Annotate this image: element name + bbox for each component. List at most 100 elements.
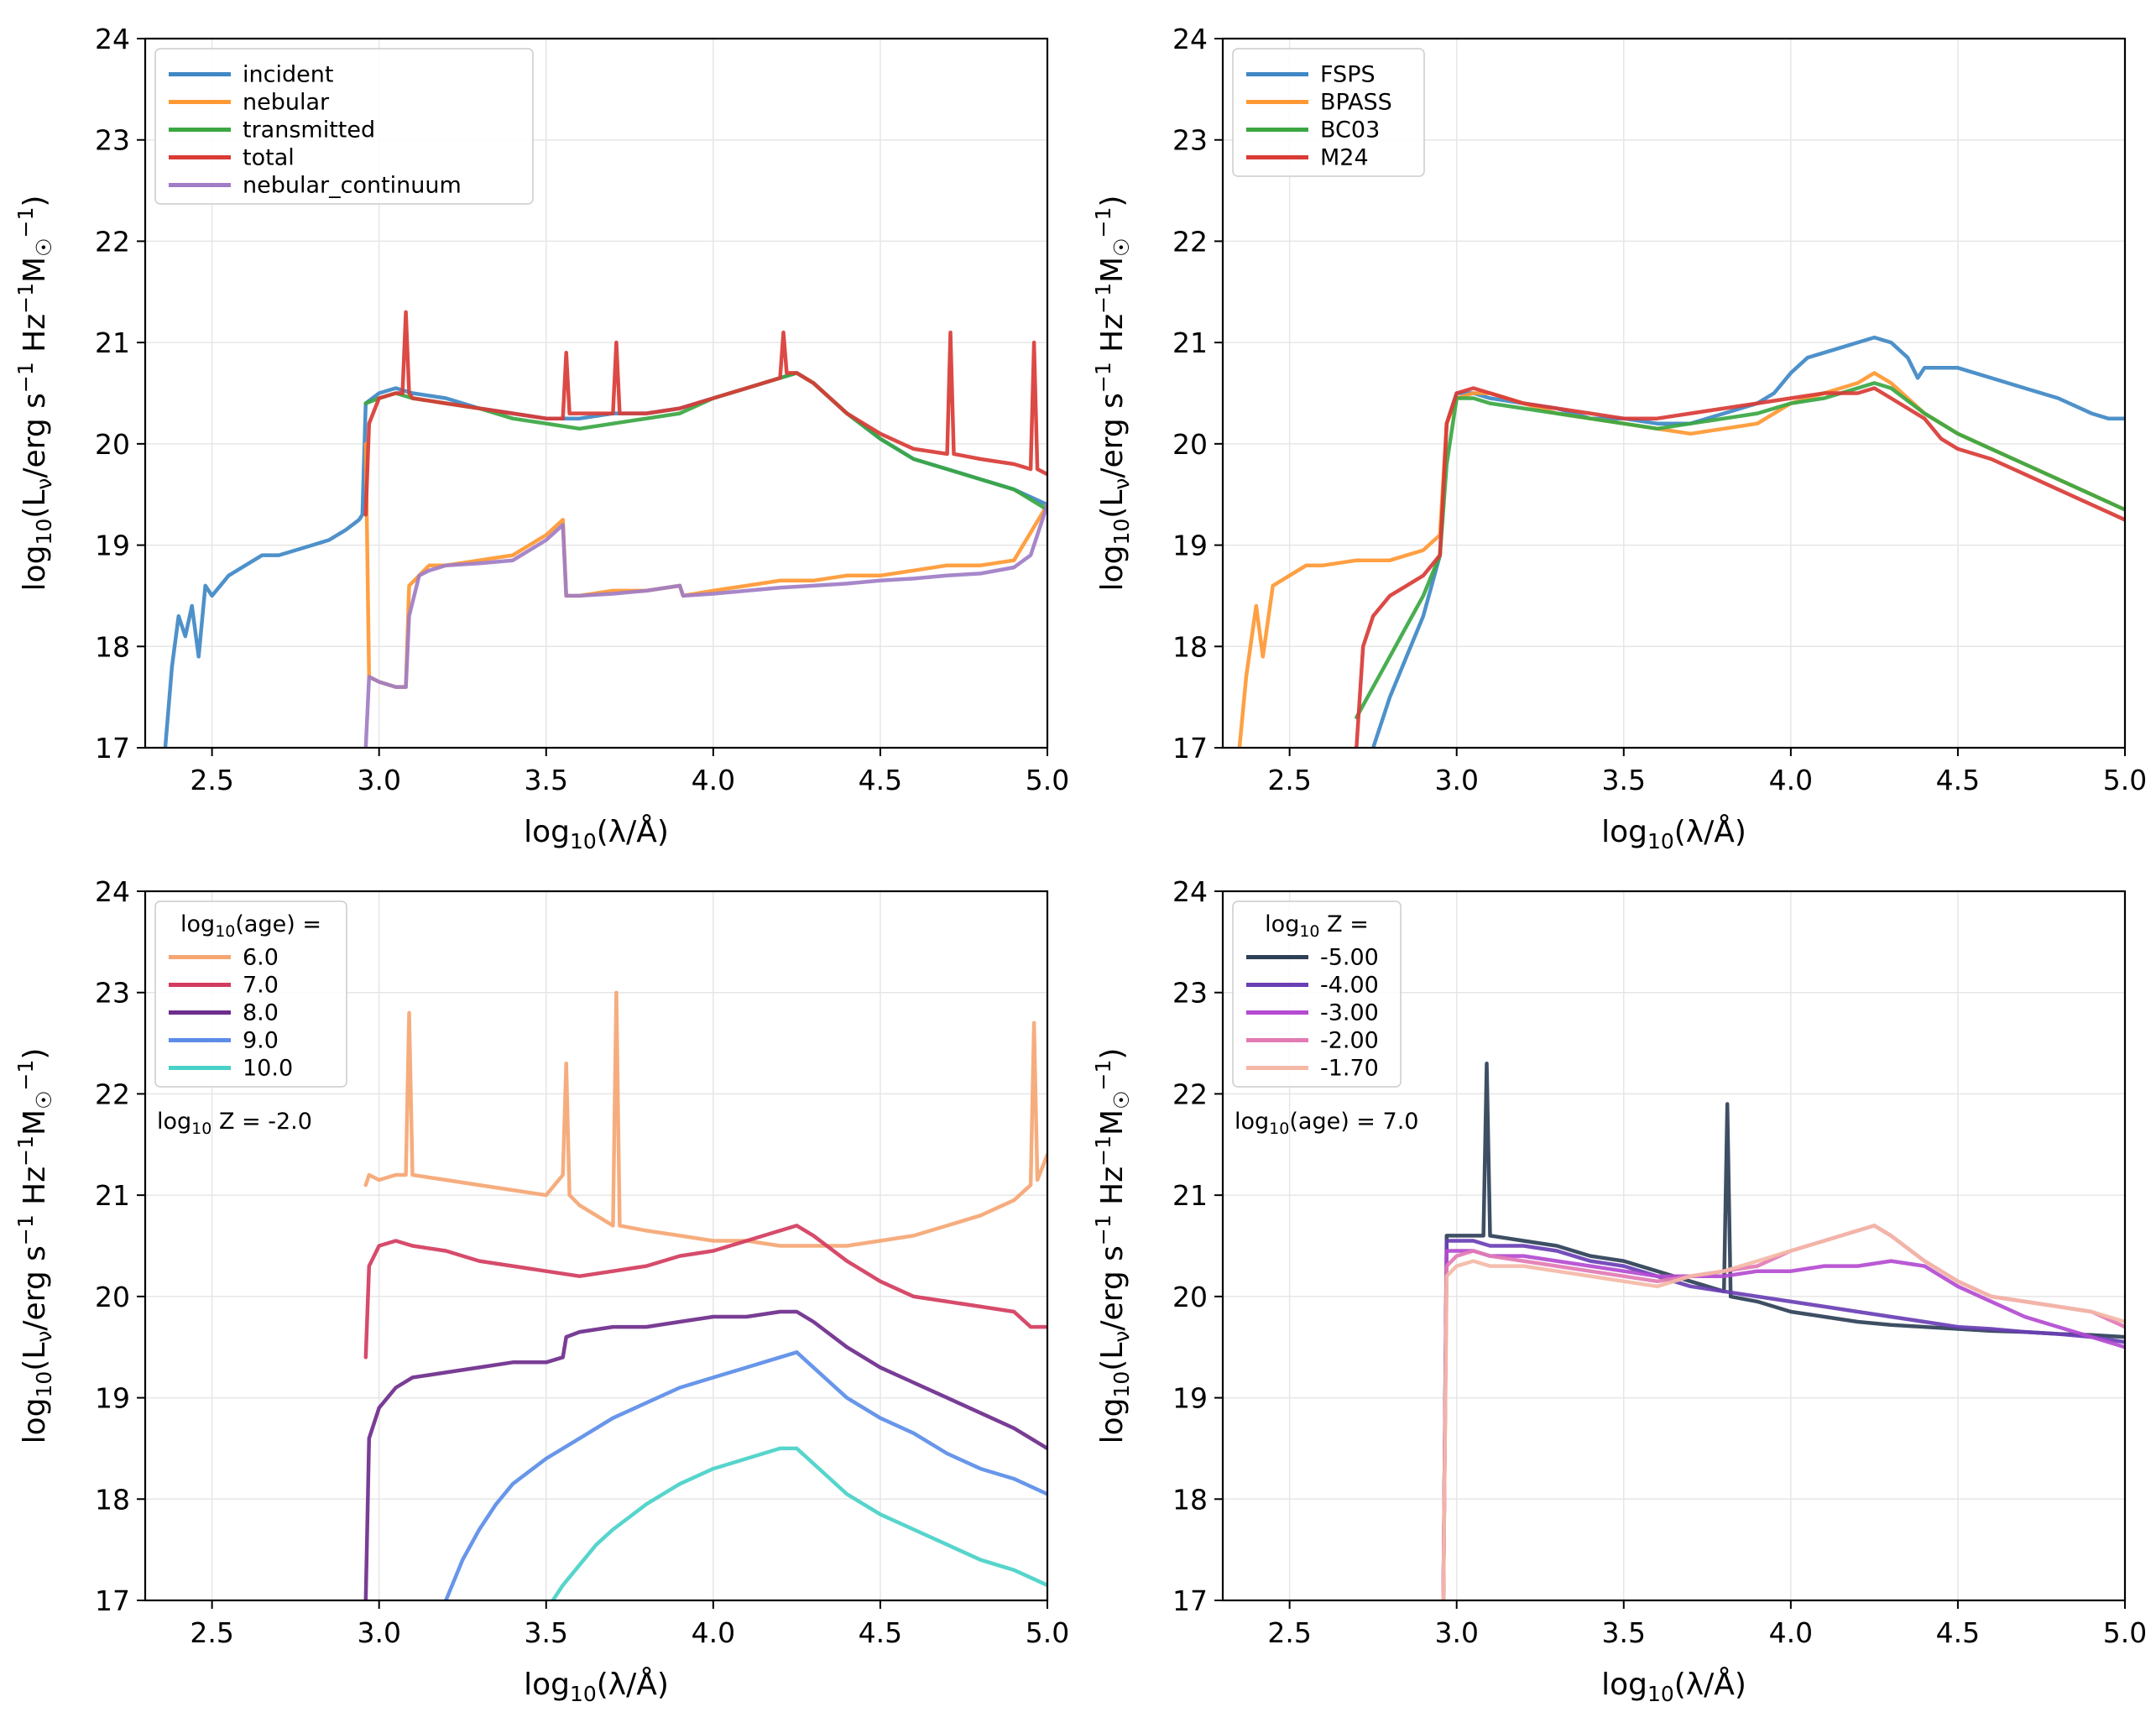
x-tick-label: 4.0 [1769, 764, 1813, 796]
y-tick-label: 22 [95, 1078, 130, 1110]
series-line-8.0 [363, 1309, 1047, 1600]
legend-label: BPASS [1320, 90, 1392, 116]
legend-label: nebular [243, 90, 330, 116]
series-line-nebular_continuum [363, 503, 1047, 748]
series-line--5.00 [1441, 1061, 2125, 1600]
y-tick-label: 22 [1172, 225, 1208, 258]
panel-top-left: 2.5 3.0 3.5 4.0 4.5 5.0 17 18 19 20 21 22 23 24 log10(… [13, 23, 1069, 853]
series-line--1.70 [1441, 1224, 2125, 1600]
y-tick-label: 20 [95, 428, 130, 461]
x-tick-label: 5.0 [2103, 764, 2147, 796]
y-tick-label: 17 [95, 1584, 130, 1617]
legend-label: 8.0 [243, 1000, 279, 1026]
legend-label: transmitted [243, 117, 375, 144]
series-line-10.0 [551, 1446, 1047, 1600]
x-tick-label: 4.5 [1936, 764, 1980, 796]
x-axis-label: log10(λ/Å) [524, 813, 669, 853]
y-tick-label: 18 [1172, 630, 1208, 663]
x-tick-label: 4.5 [859, 764, 902, 796]
y-tick-label: 18 [1172, 1483, 1208, 1516]
plot-frame [1221, 890, 2127, 1602]
y-tick-label: 24 [95, 23, 130, 55]
y-tick-label: 21 [95, 1179, 130, 1212]
x-tick-label: 2.5 [190, 1616, 233, 1649]
y-tick-label: 19 [95, 530, 130, 562]
panel-bottom-right: 2.5 3.0 3.5 4.0 4.5 5.0 17 18 19 20 21 22 23 24 log10(… [1091, 875, 2147, 1706]
y-axis-label: log10(Lν/erg s−1 Hz−1M☉−1) [13, 196, 56, 592]
y-tick-label: 20 [1172, 1281, 1208, 1313]
y-tick-label: 22 [95, 225, 130, 258]
x-tick-label: 5.0 [2103, 1616, 2147, 1649]
x-tick-label: 3.5 [1602, 1616, 1646, 1649]
series-line--2.00 [1441, 1224, 2125, 1600]
legend-title: log10 Z = [1265, 911, 1369, 941]
x-tick-label: 4.5 [859, 1616, 902, 1649]
legend-label: nebular_continuum [243, 173, 462, 199]
y-tick-label: 22 [1172, 1078, 1208, 1110]
series-line-total [363, 310, 1047, 517]
y-tick-label: 17 [1172, 732, 1208, 765]
x-tick-label: 2.5 [190, 764, 233, 796]
y-tick-label: 20 [95, 1281, 130, 1313]
x-tick-label: 3.5 [525, 1616, 568, 1649]
legend-label: -5.00 [1320, 945, 1379, 971]
y-tick-label: 18 [95, 1483, 130, 1516]
legend-label: -4.00 [1320, 973, 1379, 999]
legend-label: BC03 [1320, 117, 1380, 144]
y-tick-label: 19 [1172, 1382, 1208, 1415]
x-tick-label: 5.0 [1026, 764, 1069, 796]
x-tick-label: 4.0 [1769, 1616, 1813, 1649]
x-tick-label: 3.0 [357, 764, 400, 796]
y-tick-label: 18 [95, 630, 130, 663]
legend-label: -1.70 [1320, 1056, 1379, 1082]
y-tick-label: 17 [1172, 1584, 1208, 1617]
y-tick-label: 21 [1172, 326, 1208, 359]
panel-note: log10(age) = 7.0 [1235, 1109, 1418, 1138]
y-tick-label: 24 [95, 875, 130, 908]
x-tick-label: 2.5 [1267, 764, 1311, 796]
legend-label: -2.00 [1320, 1028, 1379, 1054]
legend-label: incident [243, 62, 333, 88]
legend-label: 7.0 [243, 973, 279, 999]
series-line-7.0 [363, 1224, 1047, 1360]
series-line-BC03 [1355, 381, 2125, 720]
y-tick-label: 23 [95, 124, 130, 157]
series-line-M24 [1355, 386, 2125, 748]
legend-label: 10.0 [243, 1056, 293, 1082]
x-tick-label: 4.0 [692, 1616, 735, 1649]
panel-top-right: 2.5 3.0 3.5 4.0 4.5 5.0 17 18 19 20 21 22 23 24 log10(… [1091, 23, 2147, 853]
y-tick-label: 23 [95, 977, 130, 1010]
legend-box [154, 48, 534, 205]
y-tick-label: 19 [95, 1382, 130, 1415]
series-line-incident [163, 371, 1047, 748]
legend-label: FSPS [1320, 62, 1376, 88]
y-tick-label: 17 [95, 732, 130, 765]
y-axis-label: log10(Lν/erg s−1 Hz−1M☉−1) [1091, 1048, 1134, 1444]
legend-label: -3.00 [1320, 1000, 1379, 1026]
panel-note: log10 Z = -2.0 [157, 1109, 312, 1138]
y-tick-label: 24 [1172, 23, 1208, 55]
x-tick-label: 3.0 [1434, 1616, 1478, 1649]
plot-frame [1221, 37, 2127, 749]
series-line-6.0 [363, 990, 1047, 1248]
x-tick-label: 2.5 [1267, 1616, 1311, 1649]
x-tick-label: 3.5 [1602, 764, 1646, 796]
legend-title: log10(age) = [180, 911, 321, 941]
x-tick-label: 3.0 [357, 1616, 400, 1649]
x-axis-label: log10(λ/Å) [1601, 813, 1746, 853]
x-tick-label: 5.0 [1026, 1616, 1069, 1649]
y-axis-label: log10(Lν/erg s−1 Hz−1M☉−1) [1091, 196, 1134, 592]
legend: incidentnebulartransmittedtotalnebular_c… [154, 48, 534, 205]
series-line--3.00 [1441, 1249, 2125, 1600]
plot-frame [144, 890, 1049, 1602]
legend-label: 6.0 [243, 945, 279, 971]
legend-label: 9.0 [243, 1028, 279, 1054]
series-line-FSPS [1370, 335, 2125, 748]
y-tick-label: 20 [1172, 428, 1208, 461]
series-line-9.0 [444, 1350, 1047, 1600]
plot-frame [144, 37, 1049, 749]
x-tick-label: 3.5 [525, 764, 568, 796]
legend-box [1232, 48, 1425, 177]
